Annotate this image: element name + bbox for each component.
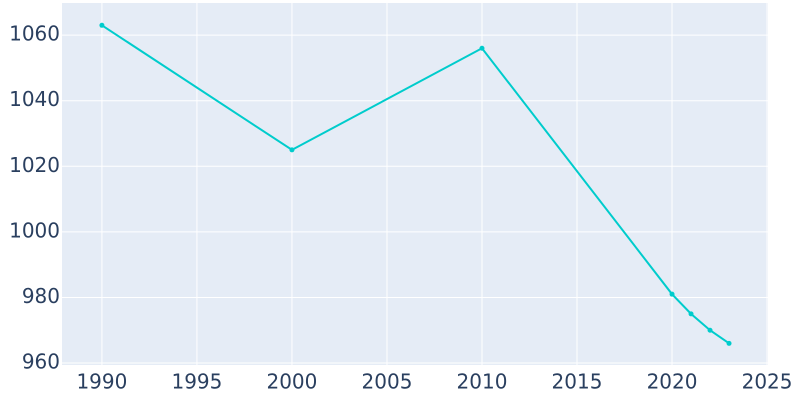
point bbox=[289, 147, 295, 153]
x-tick-label: 2000 bbox=[266, 370, 317, 394]
y-tick-label: 1020 bbox=[9, 153, 60, 177]
plot-area bbox=[62, 3, 768, 365]
point bbox=[688, 311, 694, 317]
point bbox=[726, 340, 732, 346]
y-tick-label: 980 bbox=[22, 284, 60, 308]
x-tick-label: 2020 bbox=[647, 370, 698, 394]
x-tick-label: 1995 bbox=[171, 370, 222, 394]
y-tick-label: 960 bbox=[22, 350, 60, 374]
point bbox=[707, 327, 713, 333]
x-tick-label: 1990 bbox=[76, 370, 127, 394]
point bbox=[99, 22, 105, 28]
x-tick-label: 2025 bbox=[742, 370, 793, 394]
point bbox=[669, 291, 675, 297]
x-tick-label: 2015 bbox=[552, 370, 603, 394]
x-tick-label: 2005 bbox=[362, 370, 413, 394]
y-tick-label: 1040 bbox=[9, 87, 60, 111]
y-tick-label: 1060 bbox=[9, 22, 60, 46]
point bbox=[479, 45, 485, 51]
x-tick-label: 2010 bbox=[457, 370, 508, 394]
y-tick-label: 1000 bbox=[9, 218, 60, 242]
